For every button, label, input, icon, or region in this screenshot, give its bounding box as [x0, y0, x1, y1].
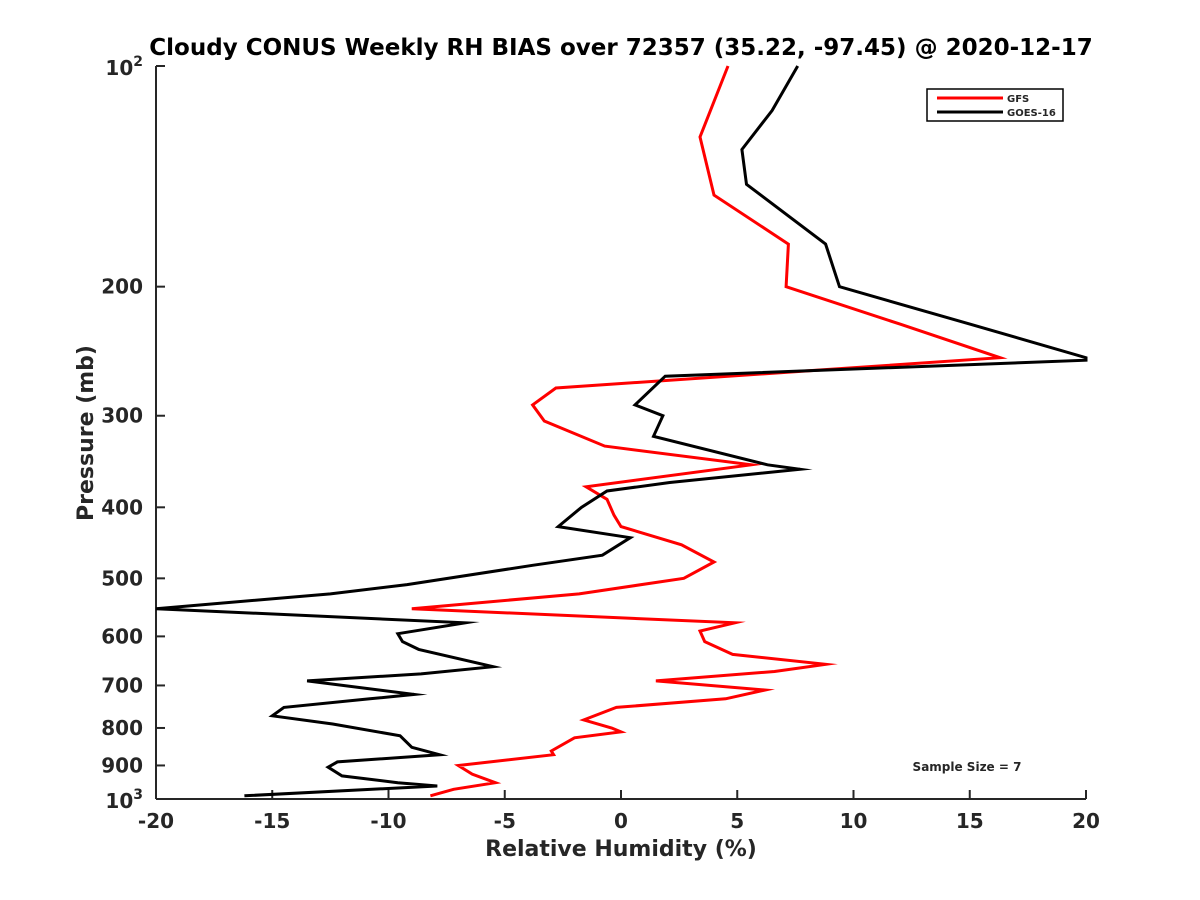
y-tick-label: 400: [101, 495, 143, 519]
y-tick-label: 103: [105, 787, 143, 813]
x-tick-label: 0: [614, 809, 628, 833]
x-tick-label: 5: [730, 809, 744, 833]
y-tick-label: 600: [101, 624, 143, 648]
y-tick-base: 10: [105, 789, 133, 813]
y-tick-label: 500: [101, 566, 143, 590]
y-axis-label: Pressure (mb): [74, 345, 99, 521]
series-lines: [155, 65, 1088, 798]
x-tick-label: -10: [370, 809, 406, 833]
x-tick-label: 10: [840, 809, 868, 833]
y-tick-exponent: 2: [133, 54, 143, 70]
y-tick-label: 700: [101, 673, 143, 697]
y-tick-label: 900: [101, 753, 143, 777]
y-tick-base: 10: [105, 56, 133, 80]
y-tick-label: 102: [105, 54, 143, 80]
y-tick-exponent: 3: [133, 787, 143, 803]
chart-title: Cloudy CONUS Weekly RH BIAS over 72357 (…: [149, 35, 1092, 61]
x-axis-ticks: -20 -15 -10 -5 0 5 10 15 20: [138, 790, 1100, 833]
legend-label: GOES-16: [1007, 108, 1056, 119]
y-tick-label: 800: [101, 716, 143, 740]
x-tick-label: 15: [956, 809, 984, 833]
sample-size-annotation: Sample Size = 7: [913, 760, 1022, 774]
x-tick-label: 20: [1072, 809, 1100, 833]
x-tick-label: -15: [254, 809, 290, 833]
legend-box: [926, 88, 1064, 122]
x-axis-label: Relative Humidity (%): [485, 837, 757, 862]
legend-label: GFS: [1007, 94, 1029, 105]
series-line-goes-16: [155, 65, 1088, 798]
legend: GFS GOES-16: [926, 88, 1064, 122]
series-line-gfs: [411, 65, 1008, 798]
x-tick-label: -5: [494, 809, 516, 833]
x-tick-label: -20: [138, 809, 174, 833]
y-tick-label: 300: [101, 404, 143, 428]
y-tick-label: 200: [101, 275, 143, 299]
